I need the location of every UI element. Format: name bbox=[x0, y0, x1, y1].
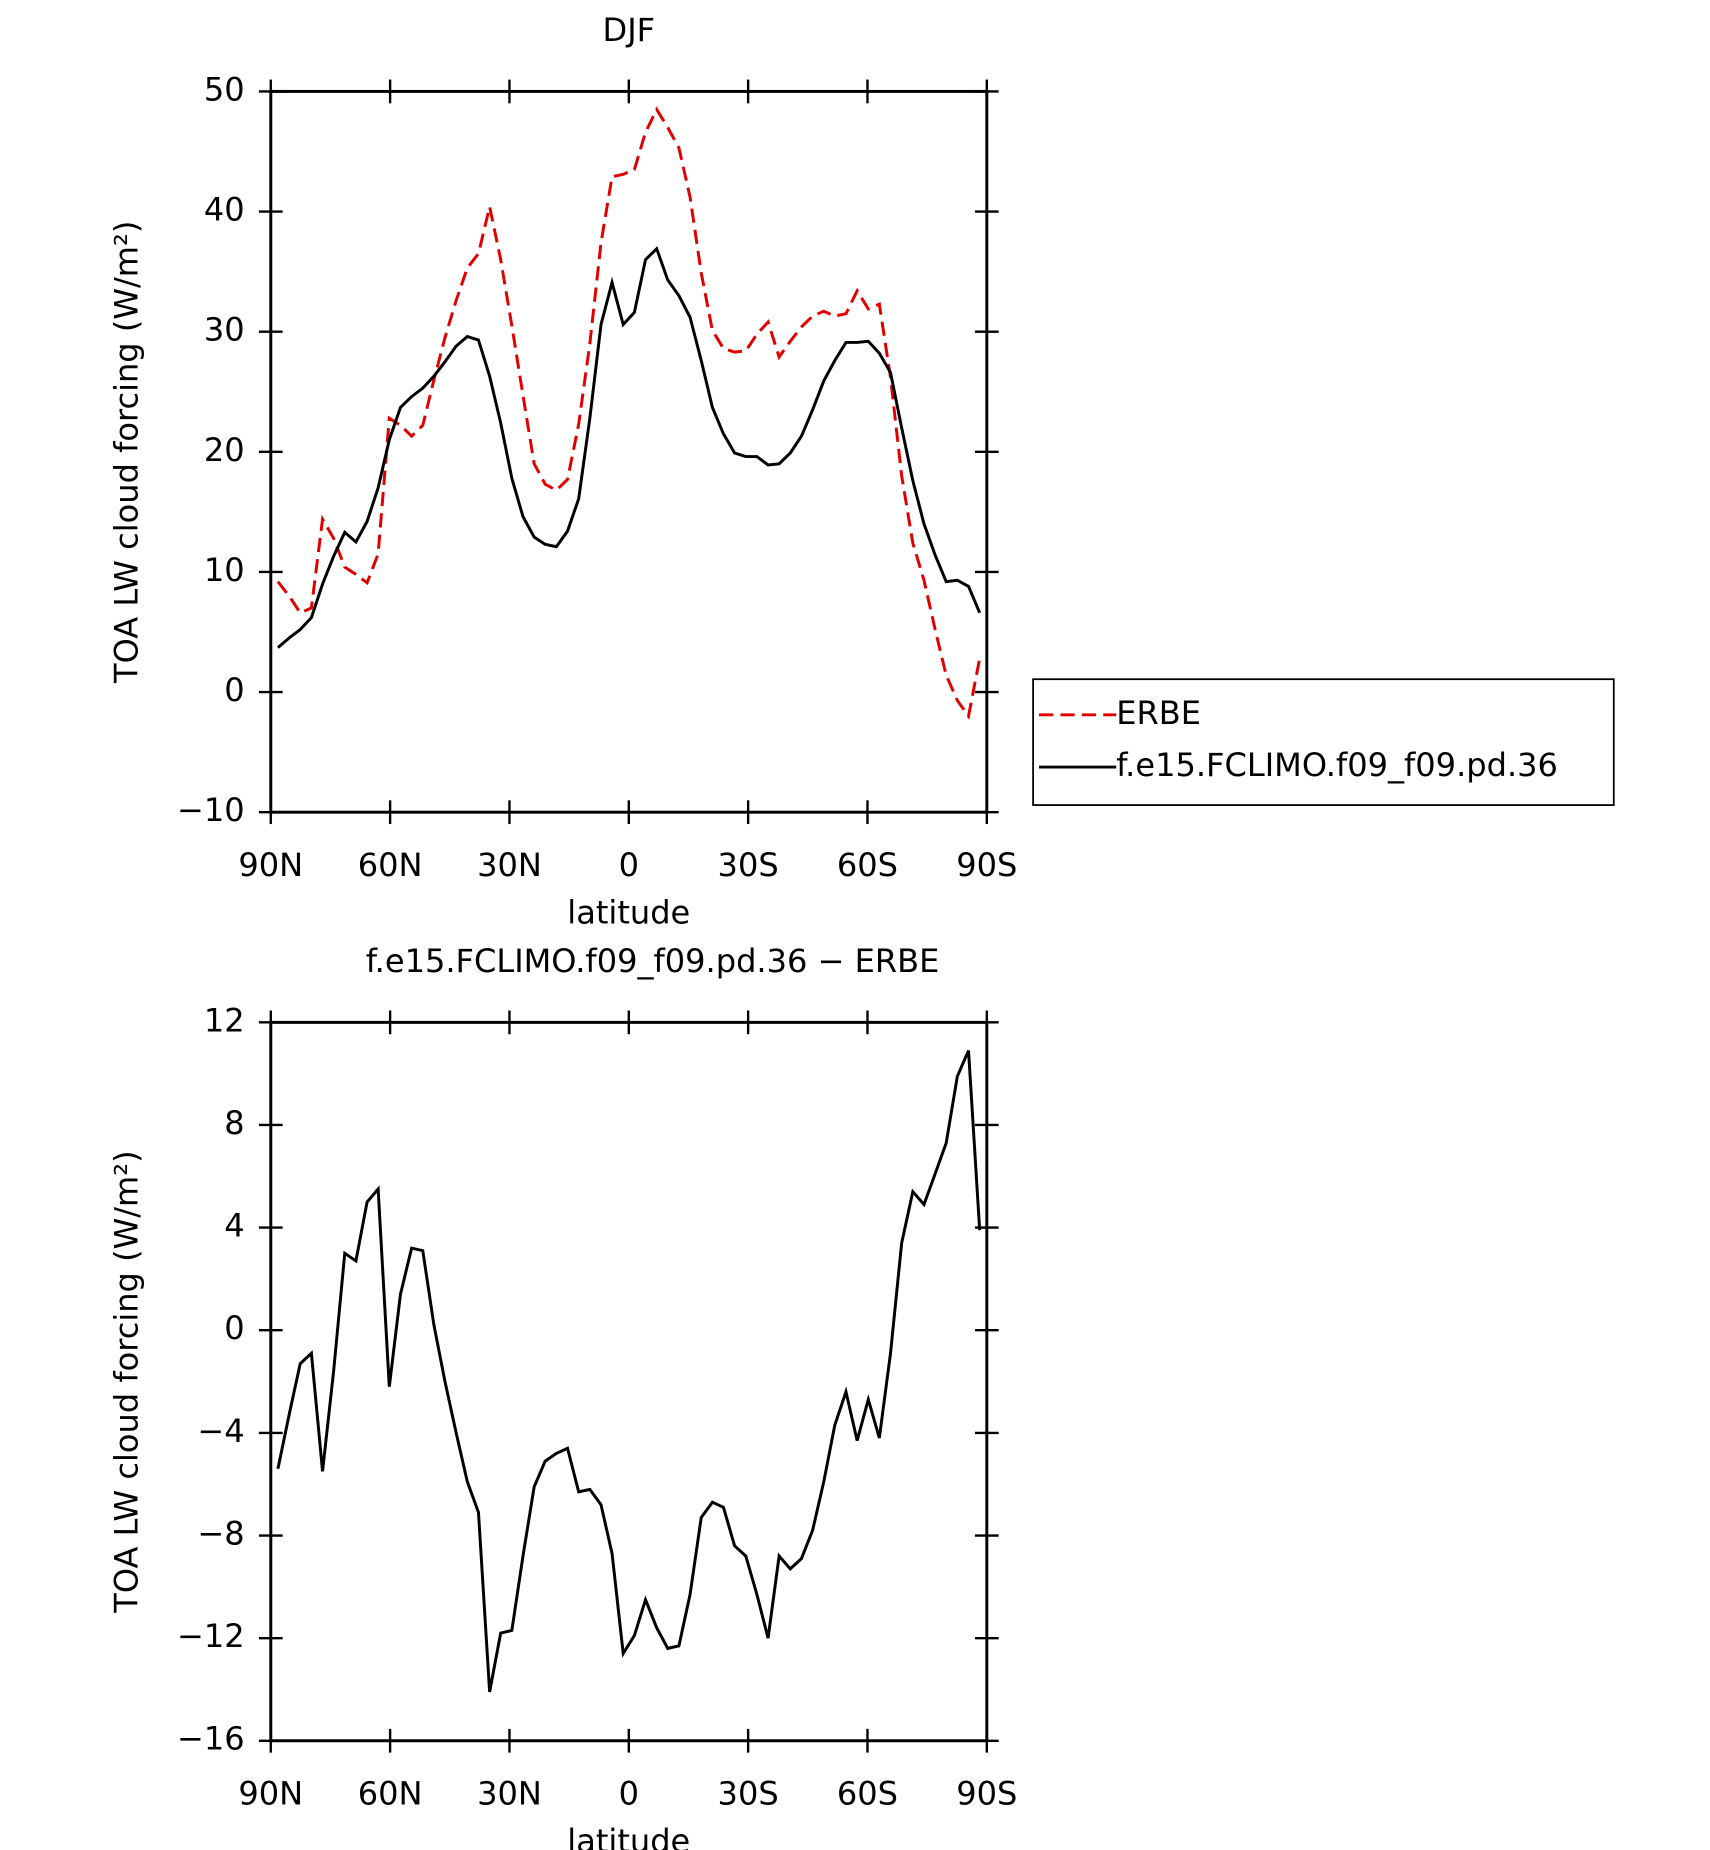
legend-label: f.e15.FCLIMO.f09_f09.pd.36 bbox=[1116, 746, 1558, 784]
chart-title: f.e15.FCLIMO.f09_f09.pd.36 − ERBE bbox=[366, 942, 940, 980]
y-tick-label: 0 bbox=[224, 671, 244, 709]
y-axis-label: TOA LW cloud forcing (W/m²) bbox=[107, 221, 145, 684]
y-tick-label: −8 bbox=[197, 1515, 244, 1553]
x-tick-label: 90S bbox=[956, 846, 1017, 884]
y-tick-label: −10 bbox=[177, 791, 245, 829]
legend-label: ERBE bbox=[1116, 694, 1201, 732]
x-tick-label: 60S bbox=[837, 1774, 898, 1812]
y-tick-label: 20 bbox=[204, 431, 245, 469]
x-tick-label: 0 bbox=[619, 846, 639, 884]
y-tick-label: 50 bbox=[204, 70, 245, 108]
y-tick-label: 4 bbox=[224, 1207, 244, 1245]
x-tick-label: 60N bbox=[358, 1774, 423, 1812]
y-tick-label: 12 bbox=[204, 1001, 245, 1039]
x-tick-label: 0 bbox=[619, 1774, 639, 1812]
y-tick-label: −12 bbox=[177, 1617, 245, 1655]
chart-title: DJF bbox=[603, 11, 656, 49]
y-tick-label: 10 bbox=[204, 551, 245, 589]
y-tick-label: −16 bbox=[177, 1720, 245, 1758]
y-tick-label: 40 bbox=[204, 191, 245, 229]
x-tick-label: 60S bbox=[837, 846, 898, 884]
y-tick-label: 0 bbox=[224, 1309, 244, 1347]
x-axis-label: latitude bbox=[567, 1822, 690, 1850]
plot-frame bbox=[269, 1020, 989, 1743]
data-line bbox=[276, 1050, 982, 1693]
y-tick-label: 30 bbox=[204, 311, 245, 349]
x-tick-label: 90N bbox=[238, 846, 303, 884]
x-tick-label: 30N bbox=[477, 1774, 542, 1812]
legend-box bbox=[1032, 678, 1615, 806]
x-tick-label: 90N bbox=[238, 1774, 303, 1812]
data-line bbox=[276, 106, 982, 720]
x-tick-label: 60N bbox=[358, 846, 423, 884]
x-tick-label: 90S bbox=[956, 1774, 1017, 1812]
x-tick-label: 30N bbox=[477, 846, 542, 884]
y-tick-label: −4 bbox=[197, 1412, 244, 1450]
x-tick-label: 30S bbox=[718, 1774, 779, 1812]
y-axis-label: TOA LW cloud forcing (W/m²) bbox=[107, 1150, 145, 1613]
x-axis-label: latitude bbox=[567, 893, 690, 931]
plot-frame bbox=[269, 89, 989, 814]
y-tick-label: 8 bbox=[224, 1104, 244, 1142]
x-tick-label: 30S bbox=[718, 846, 779, 884]
data-line bbox=[276, 246, 982, 649]
